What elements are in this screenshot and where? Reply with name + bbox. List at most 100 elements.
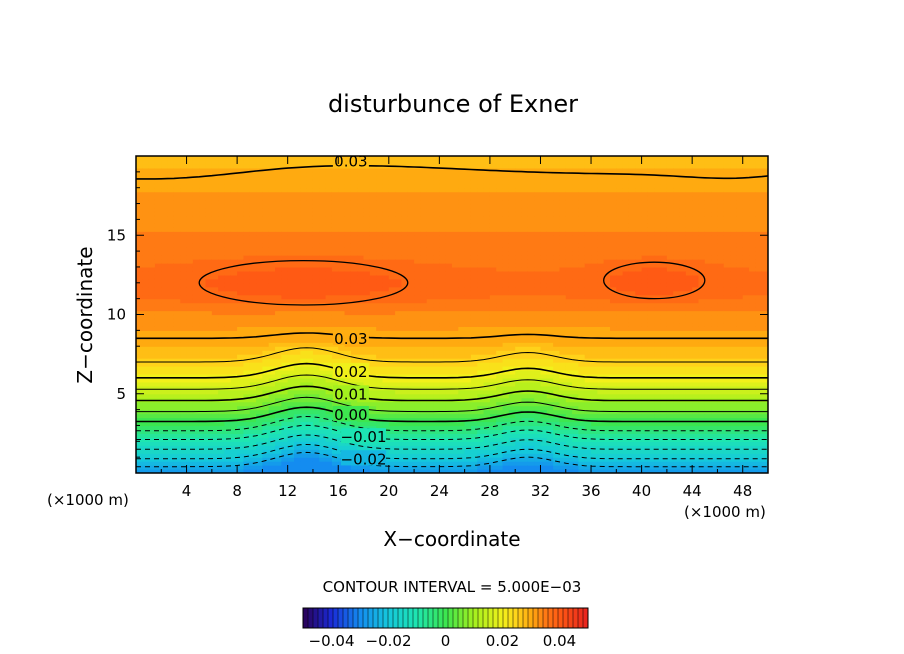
contour-fill-cell	[527, 385, 535, 391]
contour-fill-cell	[319, 191, 327, 197]
contour-fill-cell	[199, 227, 207, 232]
contour-fill-cell	[306, 231, 314, 236]
contour-fill-cell	[496, 417, 504, 423]
contour-fill-cell	[452, 417, 459, 423]
contour-fill-cell	[142, 453, 150, 458]
contour-fill-cell	[483, 183, 491, 189]
contour-fill-cell	[515, 159, 523, 165]
contour-fill-cell	[142, 405, 150, 411]
contour-fill-cell	[439, 421, 447, 427]
contour-fill-cell	[483, 243, 491, 248]
contour-fill-cell	[452, 278, 459, 284]
contour-fill-cell	[382, 223, 390, 228]
contour-fill-cell	[312, 191, 320, 197]
contour-fill-cell	[249, 191, 257, 197]
contour-fill-cell	[508, 393, 516, 399]
contour-fill-cell	[249, 322, 257, 327]
contour-fill-cell	[382, 175, 390, 181]
contour-fill-cell	[458, 457, 466, 462]
contour-fill-cell	[312, 310, 320, 316]
contour-fill-cell	[180, 465, 188, 470]
contour-fill-cell	[369, 211, 377, 217]
contour-fill-cell	[395, 425, 403, 431]
contour-fill-cell	[414, 445, 421, 450]
contour-fill-cell	[180, 314, 188, 320]
contour-fill-cell	[458, 461, 466, 466]
contour-fill-cell	[211, 255, 219, 260]
contour-fill-cell	[458, 306, 466, 312]
contour-fill-cell	[489, 270, 497, 276]
contour-fill-cell	[452, 167, 459, 173]
contour-fill-cell	[439, 366, 447, 371]
contour-fill-cell	[407, 350, 415, 355]
contour-fill-cell	[464, 373, 472, 379]
contour-fill-cell	[237, 318, 245, 324]
contour-fill-cell	[458, 247, 466, 252]
contour-fill-cell	[363, 358, 371, 363]
contour-fill-cell	[445, 274, 453, 280]
contour-fill-cell	[230, 409, 238, 415]
contour-fill-cell	[199, 191, 207, 197]
contour-fill-cell	[496, 358, 504, 363]
contour-fill-cell	[294, 385, 301, 391]
contour-fill-cell	[268, 377, 276, 383]
contour-fill-cell	[211, 421, 219, 427]
contour-fill-cell	[281, 290, 289, 296]
contour-fill-cell	[167, 437, 175, 442]
contour-fill-cell	[426, 413, 434, 419]
contour-fill-cell	[148, 159, 156, 165]
contour-fill-cell	[382, 469, 390, 473]
contour-fill-cell	[211, 381, 219, 387]
contour-fill-cell	[357, 187, 365, 193]
contour-fill-cell	[211, 326, 219, 331]
contour-fill-cell	[376, 294, 384, 300]
contour-fill-cell	[300, 346, 308, 351]
contour-fill-cell	[237, 314, 245, 320]
contour-fill-cell	[281, 294, 289, 300]
contour-fill-cell	[161, 453, 169, 458]
contour-fill-cell	[363, 377, 371, 383]
contour-fill-cell	[325, 346, 333, 351]
contour-fill-cell	[205, 318, 213, 324]
contour-fill-cell	[199, 266, 207, 272]
contour-fill-cell	[331, 262, 339, 268]
contour-fill-cell	[161, 461, 169, 466]
contour-fill-cell	[186, 429, 194, 434]
contour-fill-cell	[230, 322, 238, 327]
contour-fill-cell	[502, 429, 510, 434]
contour-fill-cell	[357, 211, 365, 217]
contour-fill-cell	[477, 290, 485, 296]
contour-fill-cell	[464, 306, 472, 312]
contour-fill-cell	[287, 334, 295, 339]
contour-fill-cell	[420, 326, 428, 331]
contour-fill-cell	[521, 259, 529, 264]
contour-fill-cell	[395, 318, 403, 324]
contour-fill-cell	[414, 362, 421, 367]
contour-fill-cell	[136, 346, 143, 351]
contour-fill-cell	[521, 354, 529, 359]
contour-fill-cell	[382, 191, 390, 197]
contour-fill-cell	[483, 247, 491, 252]
contour-fill-cell	[338, 274, 346, 280]
contour-fill-cell	[477, 421, 485, 427]
contour-fill-cell	[154, 453, 162, 458]
contour-fill-cell	[388, 354, 396, 359]
contour-fill-cell	[136, 179, 143, 185]
contour-fill-cell	[237, 219, 245, 224]
contour-fill-cell	[489, 441, 497, 446]
contour-fill-cell	[331, 354, 339, 359]
contour-fill-cell	[281, 239, 289, 244]
contour-fill-cell	[249, 199, 257, 205]
contour-fill-cell	[268, 421, 276, 427]
contour-fill-cell	[331, 318, 339, 324]
contour-fill-cell	[154, 354, 162, 359]
contour-fill-cell	[502, 326, 510, 331]
contour-fill-cell	[312, 429, 320, 434]
contour-fill-cell	[420, 286, 428, 292]
contour-fill-cell	[331, 282, 339, 288]
contour-fill-cell	[224, 266, 232, 272]
contour-fill-cell	[388, 270, 396, 276]
contour-fill-cell	[388, 389, 396, 395]
contour-fill-cell	[426, 377, 434, 383]
contour-fill-cell	[205, 425, 213, 431]
